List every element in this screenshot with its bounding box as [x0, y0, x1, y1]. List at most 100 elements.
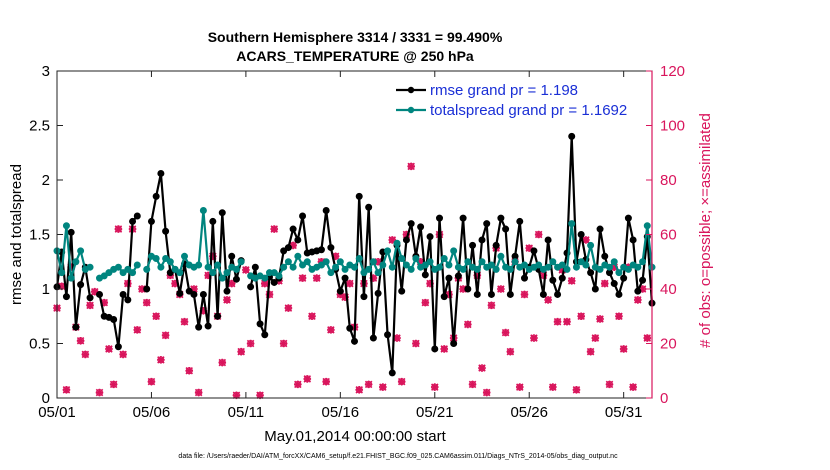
- obs-assimilated-marker: [374, 257, 382, 266]
- obs-assimilated-marker: [459, 285, 467, 293]
- spread-point: [124, 265, 132, 273]
- rmse-point: [502, 225, 510, 233]
- rmse-point: [299, 212, 307, 220]
- rmse-point: [431, 345, 439, 353]
- x-axis-label: May.01,2014 00:00:00 start: [264, 428, 446, 445]
- rmse-point: [218, 209, 226, 217]
- rmse-point: [459, 214, 467, 222]
- legend-spread-marker: [407, 106, 415, 114]
- rmse-point: [539, 290, 547, 298]
- obs-assimilated-marker: [133, 326, 142, 334]
- spread-point: [587, 241, 595, 249]
- obs-assimilated-marker: [445, 290, 453, 299]
- spread-point: [294, 252, 302, 260]
- spread-point: [487, 261, 495, 269]
- obs-assimilated-marker: [180, 317, 189, 326]
- spread-point: [214, 261, 222, 269]
- obs-assimilated-marker: [100, 298, 109, 307]
- rmse-point: [620, 274, 628, 282]
- rmse-point: [176, 289, 184, 297]
- spread-point: [492, 265, 500, 273]
- spread-point: [388, 263, 396, 271]
- obs-assimilated-marker: [407, 162, 415, 171]
- rmse-point: [639, 276, 647, 284]
- obs-assimilated-marker: [218, 358, 227, 367]
- obs-assimilated-marker: [355, 386, 364, 394]
- spread-point: [261, 274, 269, 282]
- obs-assimilated-marker: [412, 339, 420, 348]
- rmse-point: [86, 294, 94, 302]
- spread-point: [303, 258, 311, 266]
- spread-point: [596, 265, 604, 273]
- obs-assimilated-marker: [634, 296, 642, 304]
- spread-point: [355, 254, 363, 262]
- spread-point: [407, 265, 415, 273]
- spread-point: [558, 261, 566, 269]
- rmse-point: [417, 223, 425, 231]
- y-axis-right-label: # of obs: o=possible; ×=assimilated: [697, 113, 714, 348]
- spread-point: [171, 265, 179, 273]
- rmse-point: [195, 323, 203, 331]
- rmse-point: [247, 283, 255, 291]
- rmse-point: [77, 281, 85, 289]
- spread-point: [582, 261, 590, 269]
- rmse-point: [469, 241, 477, 249]
- spread-point: [275, 272, 283, 280]
- rmse-point: [369, 334, 377, 342]
- obs-assimilated-marker: [426, 279, 434, 288]
- spread-point: [535, 261, 543, 269]
- obs-assimilated-marker: [232, 391, 241, 400]
- y-left-tick-label: 0.5: [29, 336, 50, 353]
- spread-point: [365, 265, 373, 273]
- rmse-point: [199, 290, 207, 298]
- rmse-point: [355, 192, 363, 200]
- spread-point: [412, 254, 420, 262]
- obs-assimilated-marker: [520, 290, 529, 299]
- obs-assimilated-marker: [90, 287, 99, 296]
- spread-point: [351, 263, 358, 271]
- rmse-point: [209, 217, 217, 225]
- obs-assimilated-marker: [591, 334, 600, 342]
- y-right-tick-label: 20: [660, 336, 677, 353]
- y-left-tick-label: 0: [42, 390, 50, 407]
- spread-point: [223, 269, 231, 277]
- obs-assimilated-marker: [147, 377, 156, 386]
- spread-point: [86, 263, 94, 271]
- rmse-point: [388, 369, 396, 377]
- obs-assimilated-marker: [364, 380, 373, 389]
- obs-assimilated-marker: [265, 290, 274, 299]
- x-tick-label: 05/06: [133, 404, 171, 421]
- spread-point: [563, 265, 571, 273]
- spread-point: [119, 269, 127, 277]
- obs-assimilated-marker: [119, 350, 127, 359]
- obs-assimilated-marker: [577, 312, 585, 321]
- x-tick-label: 05/11: [228, 404, 264, 421]
- spread-point: [105, 269, 113, 277]
- rmse-point: [256, 320, 264, 328]
- obs-assimilated-marker: [388, 236, 397, 244]
- spread-point: [270, 269, 278, 277]
- obs-assimilated-marker: [260, 279, 269, 288]
- obs-assimilated-marker: [497, 285, 505, 293]
- spread-point: [166, 258, 174, 266]
- obs-assimilated-marker: [109, 380, 118, 389]
- series-lines: [53, 132, 656, 377]
- spread-point: [497, 252, 505, 260]
- spread-point: [634, 263, 642, 271]
- rmse-point: [365, 203, 373, 211]
- rmse-point: [544, 236, 552, 244]
- spread-point: [199, 207, 207, 215]
- obs-assimilated-marker: [76, 336, 85, 345]
- rmse-point: [251, 263, 259, 271]
- spread-point: [445, 261, 453, 269]
- spread-point: [152, 254, 160, 262]
- spread-point: [317, 261, 325, 269]
- obs-assimilated-marker: [468, 380, 477, 389]
- rmse-point: [336, 287, 344, 295]
- y-left-tick-label: 2: [42, 172, 50, 189]
- spread-point: [459, 265, 467, 273]
- rmse-point: [492, 241, 500, 249]
- obs-assimilated-marker: [152, 312, 160, 321]
- obs-assimilated-marker: [171, 279, 179, 288]
- spread-point: [195, 261, 203, 269]
